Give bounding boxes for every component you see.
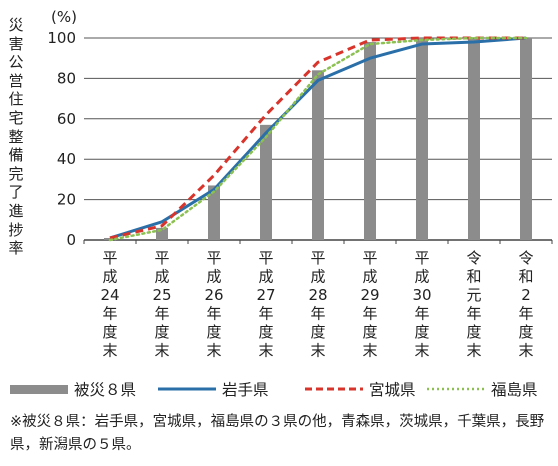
y-tick-label-0: 0: [66, 231, 76, 249]
y-tick-label-80: 80: [57, 69, 76, 87]
y-tick-labels: 0 20 40 60 80 100: [47, 29, 76, 249]
bar-6: [416, 38, 428, 240]
legend-item-bar: 被災８県: [10, 378, 136, 400]
y-axis-label: 災害公営住宅整備完了進捗率: [8, 16, 24, 258]
y-tick-label-100: 100: [47, 29, 76, 47]
bar-8: [520, 38, 532, 240]
series-line-1: [109, 36, 527, 240]
x-tick-label-3: 平成 27 年度末: [256, 249, 275, 360]
series-line-3: [108, 36, 528, 242]
y-tick-label-20: 20: [57, 191, 76, 209]
y-unit-label: (%): [51, 8, 77, 26]
legend-label-iwate: 岩手県: [222, 381, 269, 399]
lines: [108, 36, 528, 242]
x-tick-label-8: 令和 2 年度末: [518, 249, 533, 360]
legend-item-fukushima: 福島県: [427, 378, 538, 400]
legend-item-iwate: 岩手県: [158, 378, 269, 400]
bar-4: [312, 70, 324, 240]
y-tick-label-40: 40: [57, 150, 76, 168]
bars: [104, 38, 532, 240]
bar-7: [468, 38, 480, 240]
x-tick-labels: 平成 24 年度末 平成 25 年度末 平成 26 年度末 平成 27 年度末 平成 28 年度末 平成 29 年…: [100, 249, 533, 360]
series-line-2: [109, 36, 526, 240]
footnote: ※被災８県：岩手県，宮城県，福島県の３県の他，青森県，茨城県，千葉県，長野県，新…: [10, 414, 545, 453]
x-tick-label-2: 平成 26 年度末: [204, 249, 223, 360]
bar-5: [364, 42, 376, 240]
x-tick-label-6: 平成 30 年度末: [412, 249, 431, 360]
legend-label-miyagi: 宮城県: [369, 381, 416, 399]
legend-item-miyagi: 宮城県: [305, 378, 416, 400]
y-tick-label-60: 60: [57, 110, 76, 128]
bar-3: [260, 124, 272, 240]
legend: 被災８県 岩手県 宮城県 福島県: [10, 378, 555, 400]
legend-label-bar: 被災８県: [74, 381, 137, 399]
legend-label-fukushima: 福島県: [491, 381, 538, 399]
x-tick-label-5: 平成 29 年度末: [360, 249, 379, 360]
x-tick-label-1: 平成 25 年度末: [152, 249, 171, 360]
progress-chart: 0 20 40 60 80 100 平成 24 年度末 平成 25 年度末 平成 26 年度末 平成 27 年度…: [47, 8, 553, 360]
x-tick-label-4: 平成 28 年度末: [308, 249, 327, 360]
x-tick-label-0: 平成 24 年度末: [100, 249, 119, 360]
x-tick-label-7: 令和元年度末: [466, 249, 481, 360]
bar-2: [208, 185, 220, 240]
